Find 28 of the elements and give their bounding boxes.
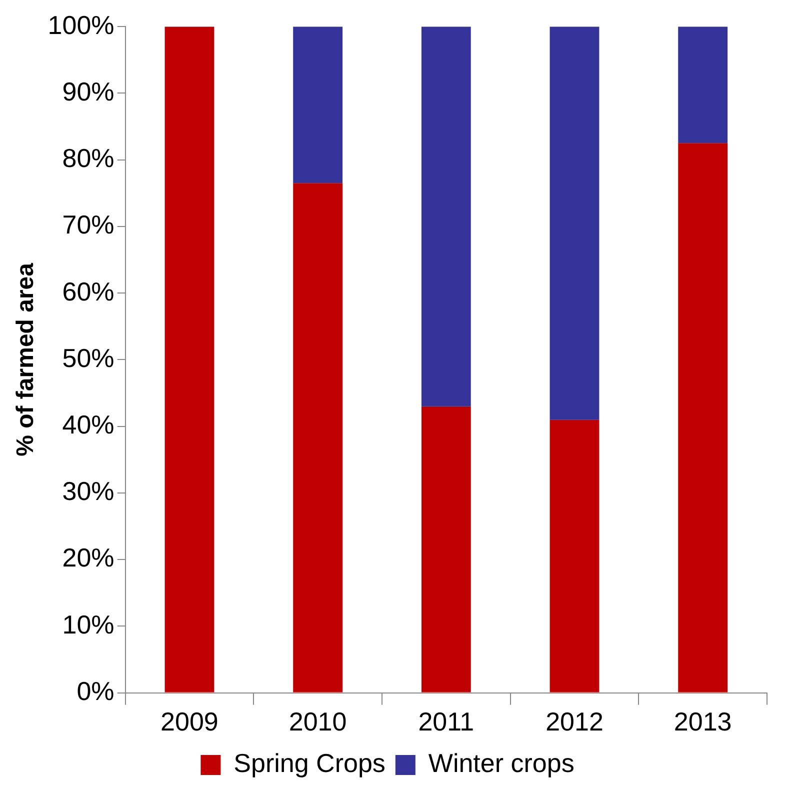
y-tick-label: 50% — [62, 342, 114, 373]
x-tick-label: 2012 — [546, 706, 604, 737]
x-tick-label: 2013 — [674, 706, 732, 737]
y-tick-label: 40% — [62, 409, 114, 440]
bar — [421, 26, 471, 406]
bar — [421, 406, 471, 692]
y-tick-label: 10% — [62, 609, 114, 640]
x-tick-label: 2011 — [418, 706, 474, 737]
y-tick-label: 80% — [62, 143, 114, 174]
y-tick-label: 90% — [62, 76, 114, 106]
bar — [293, 183, 343, 692]
y-tick-label: 0% — [76, 676, 114, 706]
y-tick-label: 60% — [62, 276, 114, 306]
bar — [550, 26, 600, 420]
bar — [678, 143, 728, 692]
y-tick-label: 100% — [48, 10, 114, 40]
bar — [164, 26, 214, 692]
y-tick-label: 70% — [62, 210, 114, 240]
y-tick-label: 30% — [62, 476, 114, 506]
y-tick-label: 20% — [62, 542, 114, 573]
x-tick-label: 2010 — [288, 706, 347, 737]
x-tick-label: 2009 — [160, 706, 218, 737]
y-axis-title: % of farmed area — [12, 262, 40, 456]
legend-label: Winter crops — [428, 748, 574, 778]
bar — [293, 26, 343, 184]
bar — [550, 420, 600, 692]
legend-label: Spring Crops — [234, 748, 386, 778]
bar — [678, 26, 728, 144]
